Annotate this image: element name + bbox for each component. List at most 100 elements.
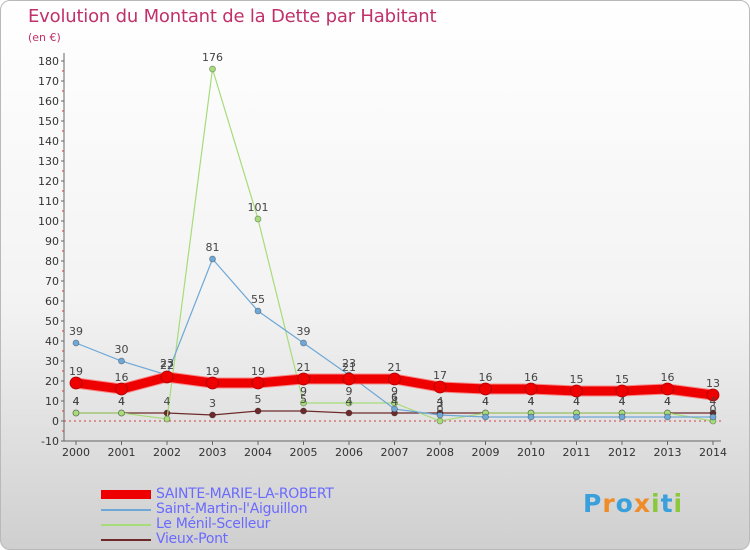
x-tick-label: 2000: [62, 446, 90, 459]
data-label: 23: [342, 357, 356, 370]
data-label: 5: [255, 393, 262, 406]
x-tick-label: 2014: [699, 446, 727, 459]
data-label: 4: [528, 395, 535, 408]
y-tick-label: 170: [38, 75, 59, 88]
data-point: [300, 407, 307, 415]
data-label: 4: [73, 395, 80, 408]
data-point: [615, 384, 629, 398]
legend-label: Le Ménil-Scelleur: [156, 516, 271, 532]
y-tick-label: 90: [45, 235, 59, 248]
data-point: [570, 384, 583, 398]
data-point: [254, 215, 262, 223]
data-label: 176: [202, 51, 223, 64]
data-label: 5: [300, 393, 307, 406]
data-point: [254, 407, 262, 415]
y-tick-label: 80: [45, 255, 59, 268]
x-tick-label: 2002: [153, 446, 181, 459]
legend-label: Saint-Martin-l'Aiguillon: [156, 501, 308, 517]
data-point: [479, 382, 492, 396]
data-point: [391, 405, 398, 413]
x-tick-label: 2003: [199, 446, 227, 459]
data-point: [706, 388, 720, 402]
x-tick-label: 2013: [654, 446, 682, 459]
data-label: 4: [619, 395, 626, 408]
data-label: 19: [206, 365, 220, 378]
data-point: [115, 382, 128, 396]
data-label: 4: [118, 395, 125, 408]
data-point: [209, 411, 216, 419]
data-label: 9: [300, 385, 307, 398]
data-label: 81: [206, 241, 220, 254]
data-label: 4: [573, 395, 580, 408]
data-point: [300, 339, 307, 347]
x-tick-label: 2005: [290, 446, 318, 459]
data-point: [482, 413, 489, 421]
y-tick-label: 150: [38, 115, 59, 128]
y-tick-label: 110: [38, 195, 59, 208]
data-point: [524, 382, 538, 396]
data-label: 16: [115, 371, 129, 384]
data-label: 4: [482, 395, 489, 408]
data-label: 4: [573, 395, 580, 408]
data-point: [72, 339, 80, 347]
y-tick-label: 20: [45, 375, 59, 388]
legend-label: Vieux-Pont: [156, 531, 228, 547]
data-point: [618, 413, 626, 421]
y-tick-label: 120: [38, 175, 59, 188]
y-tick-label: -10: [41, 435, 59, 448]
data-label: 55: [251, 293, 265, 306]
legend-swatch: [101, 539, 151, 541]
y-tick-label: 160: [38, 95, 59, 108]
data-label: 4: [164, 395, 171, 408]
data-label: 3: [209, 397, 216, 410]
data-point: [206, 376, 219, 390]
y-tick-label: 30: [45, 355, 59, 368]
data-point: [436, 417, 444, 425]
data-label: 101: [248, 201, 269, 214]
data-label: 21: [342, 361, 356, 374]
data-point: [251, 376, 265, 390]
y-tick-label: 180: [38, 55, 59, 68]
y-tick-label: 40: [45, 335, 59, 348]
data-label: 19: [69, 365, 83, 378]
data-label: 13: [706, 377, 720, 390]
data-label: 3: [437, 397, 444, 410]
logo-letter: t: [660, 489, 674, 518]
data-label: 21: [388, 361, 402, 374]
data-label: 16: [479, 371, 493, 384]
legend-swatch: [101, 509, 151, 511]
data-point: [342, 372, 356, 386]
data-point: [163, 415, 171, 423]
data-label: 30: [115, 343, 129, 356]
data-point: [118, 357, 125, 365]
data-label: 4: [482, 395, 489, 408]
data-point: [345, 399, 353, 407]
proxiti-logo: Proxiti: [583, 489, 683, 518]
data-point: [254, 307, 262, 315]
data-label: 17: [433, 369, 447, 382]
y-tick-label: 60: [45, 295, 59, 308]
x-tick-label: 2004: [244, 446, 272, 459]
x-tick-label: 2012: [608, 446, 636, 459]
data-label: 22: [160, 359, 174, 372]
data-label: 0: [710, 403, 717, 416]
data-point: [433, 380, 447, 394]
data-point: [345, 409, 353, 417]
logo-letter: i: [673, 489, 684, 518]
chart-title: Evolution du Montant de la Dette par Hab…: [28, 6, 437, 27]
data-point: [527, 413, 535, 421]
x-tick-label: 2010: [517, 446, 545, 459]
data-label: 23: [160, 357, 174, 370]
logo-letter: x: [633, 489, 651, 518]
data-label: 0: [437, 403, 444, 416]
data-label: 39: [297, 325, 311, 338]
data-label: 4: [664, 395, 671, 408]
data-point: [297, 372, 310, 386]
data-point: [69, 376, 83, 390]
data-point: [436, 411, 444, 419]
data-label: 4: [391, 395, 398, 408]
logo-letter: i: [651, 489, 661, 518]
data-point: [118, 409, 125, 417]
